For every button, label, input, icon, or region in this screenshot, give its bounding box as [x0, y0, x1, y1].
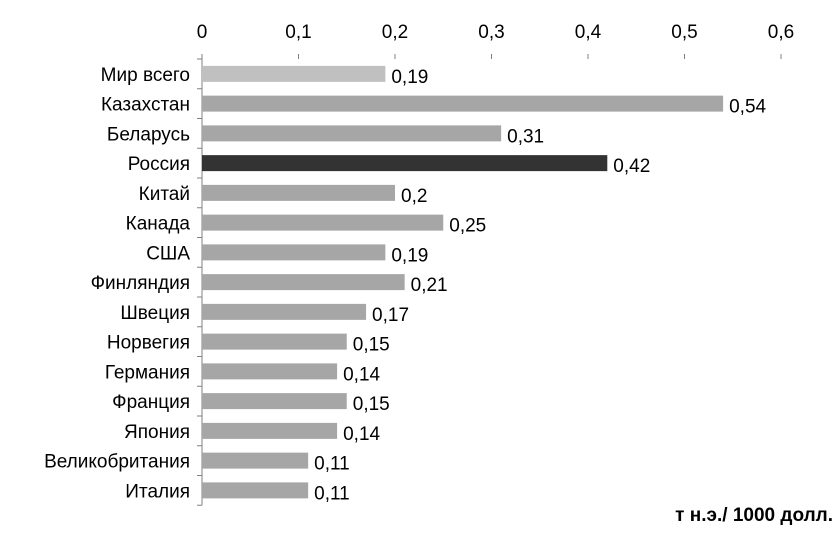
- x-tick-labels: 0 0,1 0,2 0,3 0,4 0,5 0,6: [197, 22, 795, 43]
- data-label: 0,11: [314, 454, 350, 475]
- x-tick-label: 0,5: [671, 22, 697, 43]
- bar: [202, 214, 444, 231]
- category-label: Италия: [125, 481, 190, 502]
- data-label: 0,15: [353, 335, 390, 356]
- category-label: Великобритания: [44, 452, 190, 473]
- bar: [202, 452, 309, 469]
- category-labels: Мир всего Казахстан Беларусь Россия Китай Кан…: [44, 65, 190, 503]
- bar: [202, 65, 386, 82]
- data-label: 0,31: [507, 126, 544, 147]
- bar: [202, 155, 608, 172]
- bar: [202, 333, 347, 350]
- category-label: Финляндия: [91, 273, 190, 294]
- bar: [202, 393, 347, 410]
- bar: [202, 482, 309, 499]
- bar: [202, 274, 405, 291]
- bar: [202, 244, 386, 261]
- bar: [202, 184, 395, 201]
- x-tick-label: 0,3: [478, 22, 504, 43]
- data-label: 0,14: [343, 364, 380, 385]
- value-labels: 0,19 0,54 0,31 0,42 0,2 0,25 0,19 0,210,17 0,15 0…: [314, 67, 766, 505]
- category-label: Швеция: [120, 303, 190, 324]
- x-tick-label: 0,2: [382, 22, 408, 43]
- category-label: Мир всего: [101, 65, 190, 86]
- category-label: Китай: [139, 184, 190, 205]
- category-label: Германия: [105, 362, 190, 383]
- category-label: Россия: [128, 154, 190, 175]
- data-label: 0,19: [391, 245, 428, 266]
- data-label: 0,17: [372, 305, 409, 326]
- x-tick-label: 0: [197, 22, 208, 43]
- data-label: 0,15: [353, 394, 390, 415]
- data-label: 0,2: [401, 186, 427, 207]
- bar: [202, 125, 502, 142]
- data-label: 0,11: [314, 483, 350, 504]
- category-label: США: [146, 243, 190, 264]
- category-label: Беларусь: [107, 124, 190, 145]
- bar: [202, 422, 338, 439]
- x-tick-label: 0,4: [575, 22, 602, 43]
- bar: [202, 303, 367, 320]
- category-label: Канада: [126, 214, 191, 235]
- data-label: 0,21: [411, 275, 448, 296]
- bar: [202, 95, 724, 112]
- bar: [202, 363, 338, 380]
- unit-label: т н.э./ 1000 долл.: [675, 505, 833, 526]
- data-label: 0,14: [343, 424, 380, 445]
- data-label: 0,42: [613, 156, 650, 177]
- data-label: 0,25: [449, 216, 486, 237]
- x-tick-label: 0,1: [285, 22, 311, 43]
- bars: [202, 65, 724, 499]
- data-label: 0,54: [729, 97, 766, 118]
- category-label: Франция: [112, 392, 190, 413]
- data-label: 0,19: [391, 67, 428, 88]
- category-label: Япония: [124, 422, 190, 443]
- category-label: Казахстан: [101, 95, 190, 116]
- x-tick-label: 0,6: [768, 22, 794, 43]
- category-label: Норвегия: [107, 333, 190, 354]
